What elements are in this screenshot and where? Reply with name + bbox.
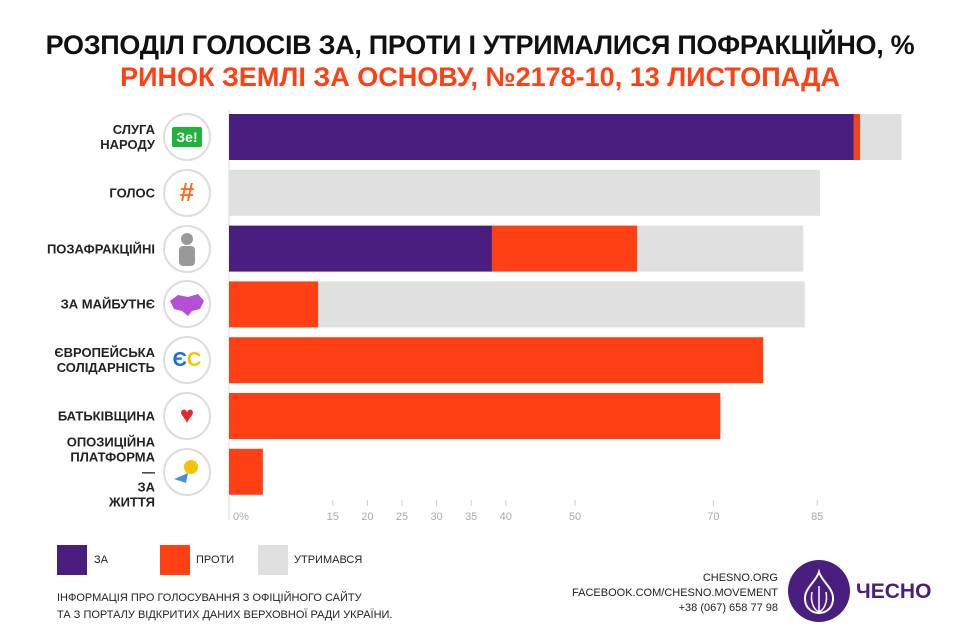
category-label-za-maibutnie: ЗА МАЙБУТНЄ	[60, 296, 155, 312]
bar-pozafraktsiini-proty	[491, 225, 638, 272]
website-link[interactable]: CHESNO.ORG	[702, 572, 778, 584]
legend-swatch-za	[57, 545, 87, 575]
legend-label-proty: ПРОТИ	[196, 554, 235, 566]
bar-pozafraktsiini-za	[229, 225, 492, 272]
chart-subtitle: РИНОК ЗЕМЛІ ЗА ОСНОВУ, №2178-10, 13 ЛИСТ…	[120, 62, 840, 92]
bar-za-maibutnie-proty	[229, 281, 319, 328]
x-tick-label: 40	[500, 511, 512, 523]
party-icon-sluha-narodu: Зе!	[163, 113, 211, 161]
person-icon	[179, 232, 195, 266]
holos-logo-icon: #	[179, 177, 195, 208]
x-tick-label: 35	[465, 511, 477, 523]
source-note-line: ІНФОРМАЦІЯ ПРО ГОЛОСУВАННЯ З ОФІЦІЙНОГО …	[57, 592, 362, 604]
bar-opzzh-proty	[229, 448, 263, 495]
legend-swatch-utrymavsia	[258, 545, 288, 575]
party-icon-za-maibutnie	[163, 280, 211, 329]
category-label-holos: ГОЛОС	[109, 185, 155, 201]
x-tick-label: 25	[396, 511, 408, 523]
legend-swatch-proty	[160, 545, 190, 575]
party-icon-yevropeiska-solidarnist: ЄС	[163, 336, 211, 385]
ze-logo-icon: Зе!	[172, 127, 202, 147]
category-label-opzzh: ОПОЗИЦІЙНА ПЛАТФОРМА — ЗА ЖИТТЯ	[66, 434, 155, 510]
category-label-sluha-narodu: СЛУГА НАРОДУ	[100, 122, 155, 152]
category-label-yevropeiska-solidarnist: ЄВРОПЕЙСЬКА СОЛІДАРНІСТЬ	[54, 345, 155, 376]
x-tick-label: 0%	[233, 511, 249, 523]
bar-sluha-narodu-za	[229, 114, 854, 160]
bar-za-maibutnie-utrymavsia	[318, 281, 805, 328]
yes-logo-icon: ЄС	[172, 348, 202, 371]
bar-batkivshchyna-proty	[229, 393, 721, 439]
x-tick-label: 15	[327, 511, 339, 523]
sunflower-dove-icon	[174, 459, 198, 483]
category-label-pozafraktsiini: ПОЗАФРАКЦІЙНІ	[46, 241, 155, 257]
legend-label-za: ЗА	[94, 554, 108, 566]
x-tick-label: 30	[430, 511, 442, 523]
facebook-link[interactable]: FACEBOOK.COM/CHESNO.MOVEMENT	[572, 587, 778, 599]
logo-text: ЧЕСНО	[856, 580, 932, 603]
source-note-line: ТА З ПОРТАЛУ ВІДКРИТИХ ДАНИХ ВЕРХОВНОЇ Р…	[57, 609, 393, 621]
x-tick-label: 50	[569, 511, 581, 523]
bar-sluha-narodu-proty	[853, 114, 861, 160]
x-tick-label: 85	[811, 511, 823, 523]
bar-holos-utrymavsia	[229, 169, 820, 216]
party-icon-pozafraktsiini	[163, 224, 211, 273]
ukraine-map-icon	[170, 294, 204, 317]
x-tick-label: 70	[707, 511, 719, 523]
bar-yevropeiska-solidarnist-proty	[229, 337, 764, 384]
phone: +38 (067) 658 77 98	[678, 602, 778, 614]
bar-pozafraktsiini-utrymavsia	[637, 225, 804, 272]
contacts: CHESNO.ORG FACEBOOK.COM/CHESNO.MOVEMENT …	[572, 571, 778, 616]
garlic-logo-icon	[788, 560, 850, 622]
heart-icon: ♥	[179, 402, 195, 429]
party-icon-batkivshchyna: ♥	[163, 392, 211, 440]
party-icon-opzzh	[163, 447, 211, 496]
category-label-batkivshchyna: БАТЬКІВЩИНА	[57, 408, 155, 424]
party-icon-holos: #	[163, 168, 211, 217]
legend-label-utrymavsia: УТРИМАВСЯ	[294, 554, 363, 566]
bar-sluha-narodu-utrymavsia	[860, 114, 902, 160]
chart-title: РОЗПОДІЛ ГОЛОСІВ ЗА, ПРОТИ І УТРИМАЛИСЯ …	[45, 30, 915, 60]
x-tick-label: 20	[361, 511, 373, 523]
source-note: ІНФОРМАЦІЯ ПРО ГОЛОСУВАННЯ З ОФІЦІЙНОГО …	[57, 590, 393, 624]
